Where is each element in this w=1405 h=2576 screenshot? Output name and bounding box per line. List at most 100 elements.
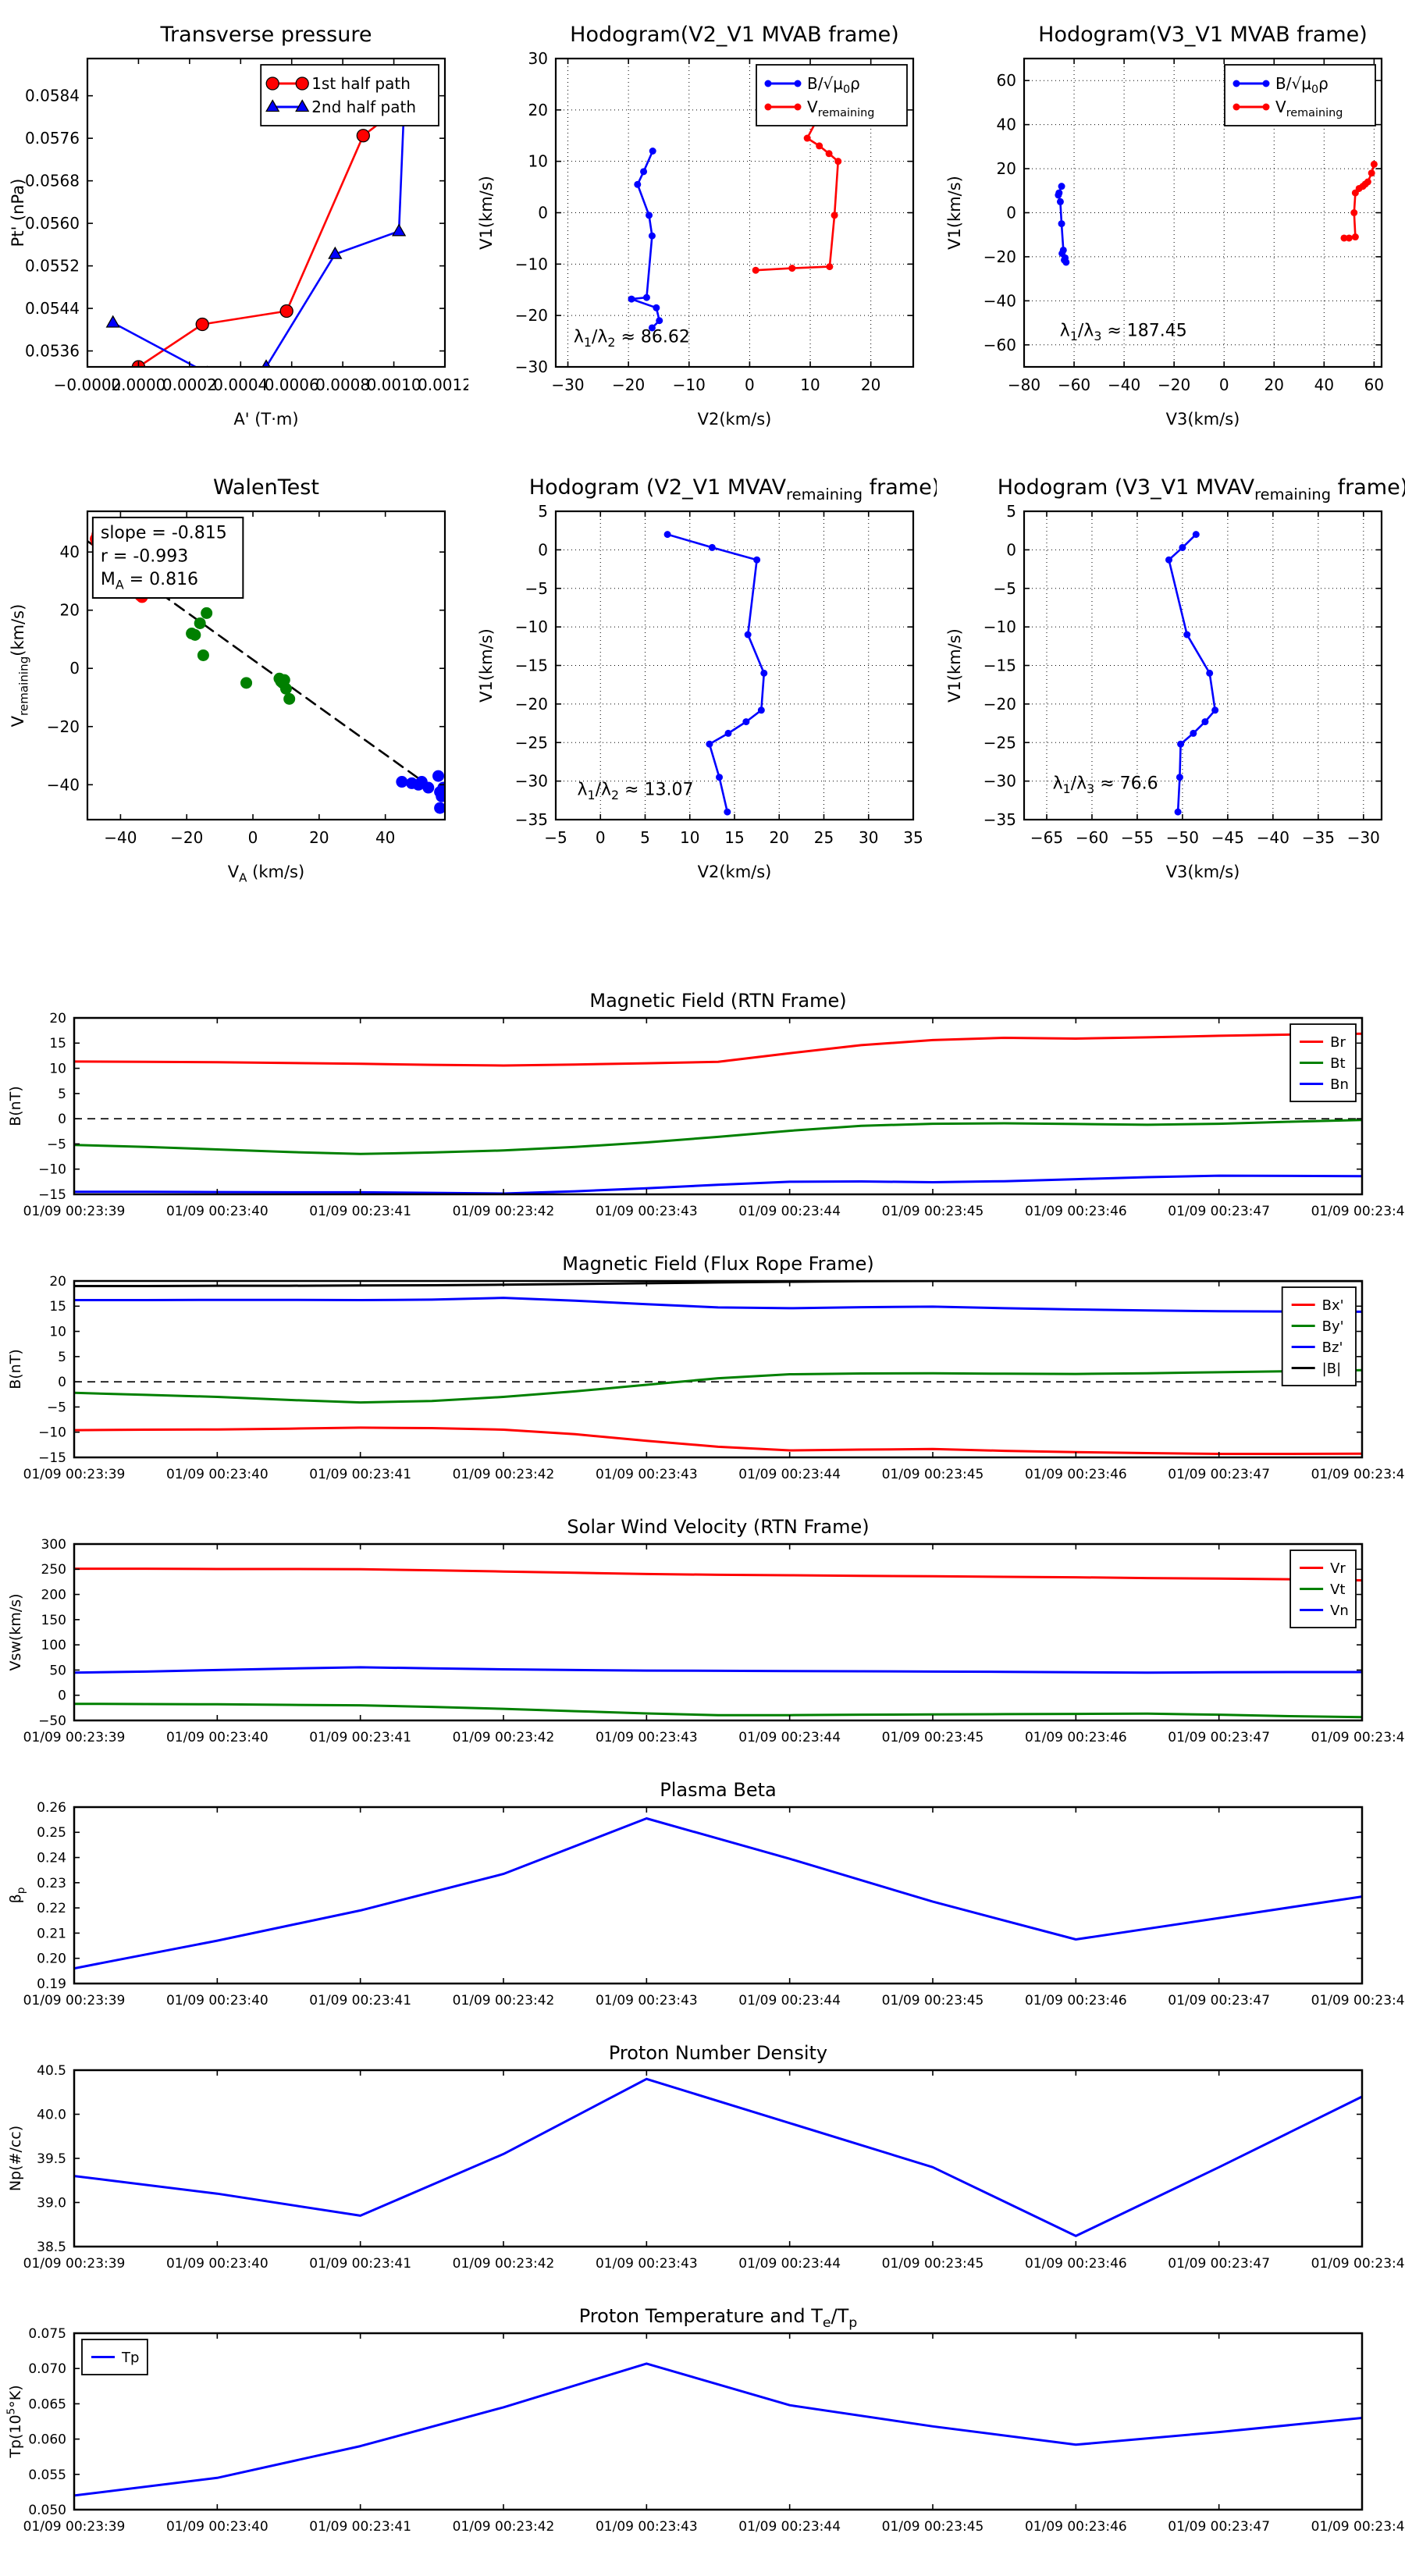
x-tick-label: 60 [1364,375,1384,394]
x-tick-label: 01/09 00:23:44 [738,1730,841,1745]
series-tp [74,2362,1362,2497]
x-tick-label: 01/09 00:23:45 [882,2519,984,2535]
series-group [74,1567,1362,1719]
x-tick-label: 0.0008 [315,375,370,394]
chart-title: Hodogram(V2_V1 MVAB frame) [570,23,899,47]
plasma-beta-chart: 01/09 00:23:39 01/09 00:23:40 01/09 00:23:… [7,1779,1405,2008]
chart-title: Proton Temperature and Te/Tp [579,2305,858,2331]
y-tick-label: 39.0 [37,2195,66,2211]
x-tick-label: 01/09 00:23:47 [1168,1467,1270,1482]
series-bt [74,1119,1362,1155]
y-tick-label: 5 [58,1350,66,1365]
series-beta-p [74,1817,1362,1970]
y-axis-label: V1(km/s) [477,628,496,703]
y-tick-label: 0.050 [28,2503,66,2518]
y-tick-label: 20 [49,1011,66,1026]
y-tick-label: −40 [984,291,1016,310]
series-vr [74,1567,1362,1582]
legend-label: Vremaining [1275,98,1343,119]
legend: 1st half path 2nd half path [260,64,439,126]
x-tick-label: 35 [903,828,923,847]
y-tick-label: 20 [997,159,1016,178]
y-tick-label: 0.26 [37,1800,66,1816]
plot-border [86,57,446,368]
series-bz- [74,1297,1362,1313]
x-tick-label: 15 [724,828,744,847]
series-v-hodogram [663,531,768,816]
plot-border [73,1542,1364,1722]
y-tick-label: −20 [515,306,548,325]
legend-label: Vt [1330,1582,1345,1598]
x-tick-label: 01/09 00:23:46 [1025,1467,1127,1482]
axis-ticks: 01/09 00:23:39 01/09 00:23:40 01/09 00:23:… [23,1011,1405,1219]
y-tick-label: 0 [69,659,80,678]
y-tick-label: −10 [515,254,548,273]
series-group [74,2362,1362,2497]
chart-title: Proton Number Density [609,2042,827,2064]
stats-line: slope = -0.815 [101,524,227,543]
x-tick-label: 0 [596,828,606,847]
gridlines [1024,511,1382,820]
hodogram-v3v1-mvav-chart: −65 −60 −55 −50 −45 −40 −35 −30−35−30−25−20−15−… [945,475,1405,881]
plot-border [73,2069,1364,2248]
y-tick-label: 100 [41,1638,66,1653]
y-tick-label: −5 [47,1400,66,1415]
series-group [74,1281,1362,1455]
chart-title: WalenTest [213,475,319,500]
series-vn [74,1666,1362,1674]
x-tick-label: −40 [1257,828,1289,847]
x-tick-label: 01/09 00:23:39 [23,1730,126,1745]
y-tick-label: 0.075 [28,2326,66,2342]
y-tick-label: −20 [984,695,1016,713]
y-axis-label: V1(km/s) [945,628,964,703]
series-by- [74,1368,1362,1404]
plot-border [73,1016,1364,1196]
series-group [74,1032,1362,1194]
x-axis-label: V3(km/s) [1166,410,1240,429]
panel-hodogram-v3v1-mvav: −65 −60 −55 −50 −45 −40 −35 −30 −35 −30 −25 −20 −15−… [937,464,1405,913]
x-tick-label: 40 [375,828,395,847]
legend-label: Bz' [1322,1340,1343,1356]
x-tick-label: 0.0012 [418,375,468,394]
series-last-interval [396,770,445,814]
vsw-rtn-chart: 01/09 00:23:39 01/09 00:23:40 01/09 00:23:… [7,1516,1405,1745]
annotation-text: λ1/λ2 ≈ 86.62 [574,327,690,350]
legend: Vr Vt Vn [1289,1550,1357,1628]
x-tick-label: 01/09 00:23:45 [882,1204,984,1219]
y-tick-label: 15 [49,1299,66,1315]
x-tick-label: 01/09 00:23:44 [738,2519,841,2535]
y-tick-label: 0.0552 [25,257,80,276]
x-tick-label: 01/09 00:23:45 [882,2256,984,2272]
hodogram-v2v1-mvav-chart: −5 0 5 10 15 20 25 30 35−35−30−25−20−15−10−505Ho… [477,475,937,881]
y-axis-label: Vsw(km/s) [7,1593,24,1670]
bfield-fluxrope-chart: 01/09 00:23:39 01/09 00:23:40 01/09 00:23:… [7,1253,1405,1482]
plot-border [73,2332,1364,2511]
x-tick-label: 0 [1219,375,1229,394]
x-tick-label: 01/09 00:23:42 [453,2519,555,2535]
y-tick-label: 150 [41,1613,66,1628]
x-tick-label: 01/09 00:23:47 [1168,1993,1270,2008]
series-1st-half-path [131,99,409,367]
y-tick-label: 40.5 [37,2063,66,2079]
x-tick-label: −30 [1347,828,1380,847]
x-tick-label: 10 [800,375,820,394]
walen-test-chart: −40 −20 0 20 40 −40 −20 0 20 40 WalenTest VA (km/s)… [9,475,446,884]
legend-label: Vn [1330,1603,1349,1619]
y-axis-label: B(nT) [7,1086,24,1126]
x-tick-label: 01/09 00:23:41 [309,1204,411,1219]
y-tick-label: 0 [1006,540,1016,559]
x-tick-label: −20 [1158,375,1190,394]
x-tick-label: 30 [859,828,878,847]
y-tick-label: 5 [538,502,548,521]
proton-density-chart: 01/09 00:23:39 01/09 00:23:40 01/09 00:23:… [7,2042,1405,2272]
chart-title: Magnetic Field (RTN Frame) [589,990,846,1012]
legend-label: B/√μ0ρ [1275,74,1329,96]
x-tick-label: 01/09 00:23:44 [738,1993,841,2008]
series-br [74,1032,1362,1067]
y-tick-label: −15 [38,1450,66,1466]
y-tick-label: 0.0576 [25,129,80,148]
y-tick-label: −15 [38,1187,66,1203]
series-bx- [74,1426,1362,1455]
stats-line: MA = 0.816 [101,570,198,592]
